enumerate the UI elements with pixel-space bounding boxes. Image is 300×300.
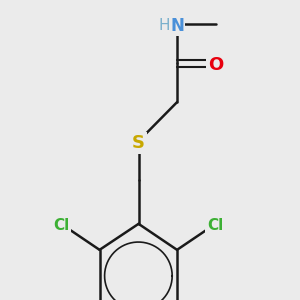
Text: Cl: Cl bbox=[207, 218, 224, 233]
Text: N: N bbox=[170, 17, 184, 35]
Text: S: S bbox=[132, 134, 145, 152]
Text: O: O bbox=[208, 56, 223, 74]
Text: H: H bbox=[158, 18, 170, 33]
Text: Cl: Cl bbox=[53, 218, 69, 233]
